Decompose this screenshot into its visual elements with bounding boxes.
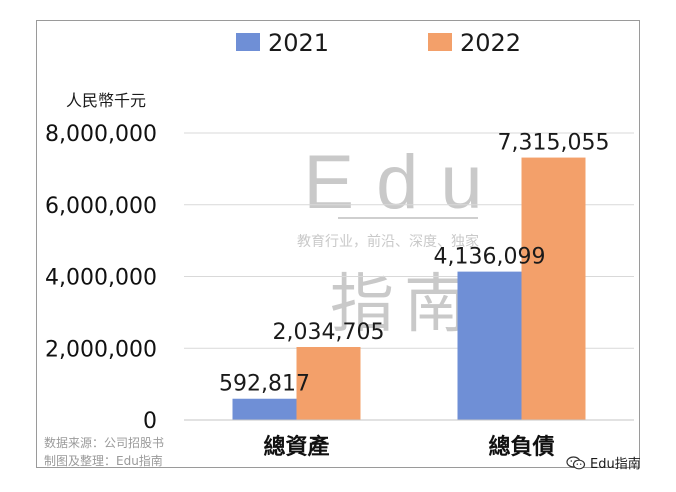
brand-badge: Edu指南	[566, 453, 641, 472]
bar-2021-1	[457, 271, 522, 420]
bars	[232, 157, 586, 421]
bar-2022-1	[521, 157, 586, 421]
y-tick-label: 8,000,000	[45, 122, 157, 147]
legend-label-2022: 2022	[460, 29, 521, 57]
watermark-tagline: 教育行业，前沿、深度、独家	[297, 233, 479, 250]
watermark-brand: Edu	[303, 140, 504, 225]
made-by-note: 制图及整理：Edu指南	[44, 454, 163, 468]
legend-swatch-2022	[428, 33, 452, 51]
y-tick-label: 6,000,000	[45, 194, 157, 219]
watermark-chinese: 指南	[330, 268, 478, 342]
x-tick-labels: 總資產 總負債	[263, 434, 554, 460]
y-tick-label: 0	[143, 409, 157, 434]
legend-swatch-2021	[236, 33, 260, 51]
y-tick-labels: 0 2,000,000 4,000,000 6,000,000 8,000,000	[45, 122, 157, 434]
y-tick-label: 4,000,000	[45, 266, 157, 291]
brand-label: Edu指南	[590, 457, 641, 472]
watermark: Edu 教育行业，前沿、深度、独家 指南	[297, 140, 504, 342]
data-label: 592,817	[219, 372, 310, 397]
bar-2022-0	[296, 347, 361, 420]
x-tick-label: 總資產	[263, 434, 329, 460]
data-labels: 592,817 2,034,705 4,136,099 7,315,055	[219, 131, 609, 397]
bar-2021-0	[232, 398, 297, 420]
y-axis-label: 人民幣千元	[66, 91, 146, 110]
data-label: 7,315,055	[498, 131, 610, 156]
chart-frame	[36, 20, 640, 468]
data-label: 2,034,705	[273, 320, 385, 345]
x-tick-label: 總負債	[488, 434, 554, 460]
legend-label-2021: 2021	[268, 29, 329, 57]
data-label: 4,136,099	[434, 245, 546, 270]
legend: 2021 2022	[236, 29, 521, 57]
source-note: 数据来源：公司招股书	[44, 436, 165, 450]
y-tick-label: 2,000,000	[45, 337, 157, 362]
wechat-icon	[566, 455, 586, 469]
